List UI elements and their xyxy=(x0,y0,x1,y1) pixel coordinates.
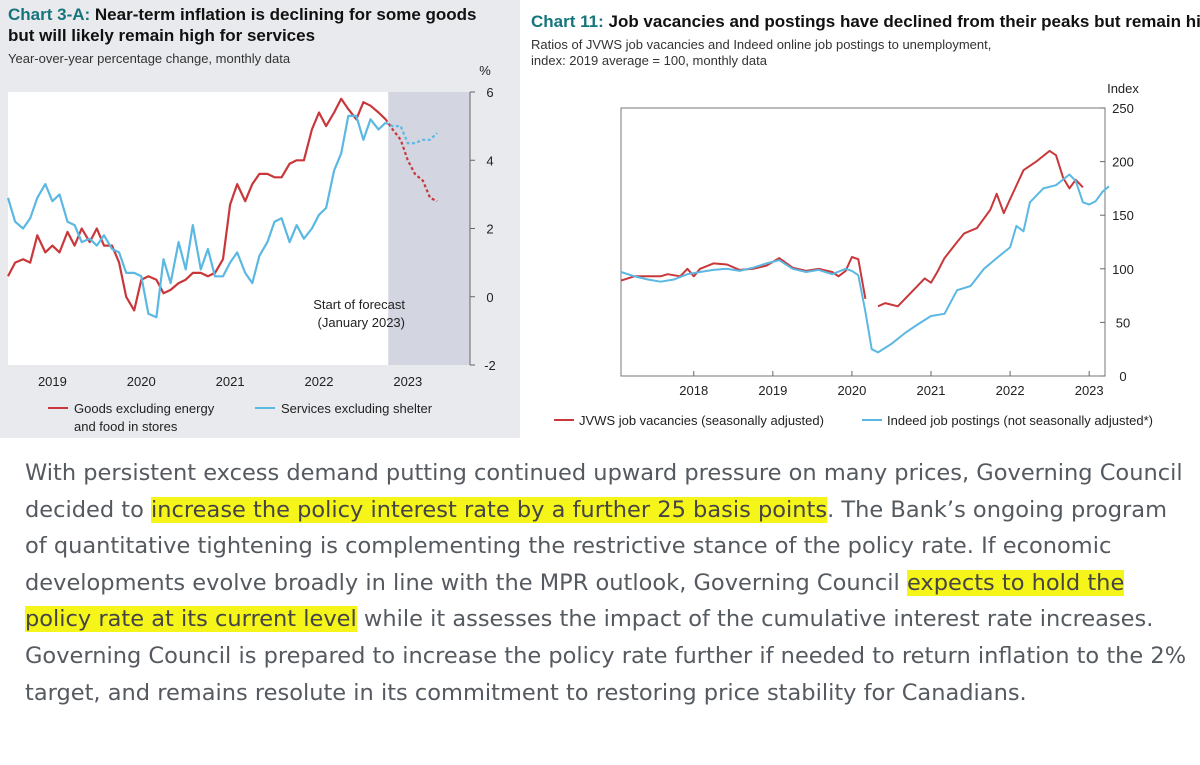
x-tick-label: 2020 xyxy=(837,383,866,398)
chart-a-title-number: Chart 3-A: xyxy=(8,5,91,24)
y-unit-label: Index xyxy=(1107,81,1139,96)
x-tick-label: 2019 xyxy=(758,383,787,398)
legend-label: Goods excluding energy xyxy=(74,401,215,416)
x-tick-label: 2019 xyxy=(38,374,67,389)
x-tick-label: 2021 xyxy=(216,374,245,389)
chart-a-title: Chart 3-A: Near-term inflation is declin… xyxy=(8,4,478,46)
legend-label: Indeed job postings (not seasonally adju… xyxy=(887,413,1153,428)
x-tick-label: 2023 xyxy=(1075,383,1104,398)
y-tick-label: 50 xyxy=(1116,315,1130,330)
x-tick-label: 2021 xyxy=(917,383,946,398)
forecast-annotation-line-2: (January 2023) xyxy=(318,315,405,330)
policy-statement-paragraph: With persistent excess demand putting co… xyxy=(25,455,1190,711)
x-tick-label: 2022 xyxy=(996,383,1025,398)
chart-b-plot: 0 50 100 150 200 250 Index 2018 2019 2020 2021 2022… xyxy=(554,81,1153,428)
series-forecast-goods xyxy=(384,118,438,203)
chart-inflation-panel: Chart 3-A: Near-term inflation is declin… xyxy=(0,0,520,438)
statement-segment-2: . The Bank’s ongoing program of quantita… xyxy=(25,496,1167,596)
series-line-vacancies xyxy=(877,149,1084,308)
chart-b-title-text: Job vacancies and postings have declined… xyxy=(608,12,1200,31)
x-tick-label: 2022 xyxy=(305,374,334,389)
legend-label: and food in stores xyxy=(74,419,178,434)
series-line-goods xyxy=(7,97,387,312)
y-tick-label: 0 xyxy=(486,290,493,305)
series-line-postings xyxy=(620,173,1110,354)
chart-b-title: Chart 11: Job vacancies and postings hav… xyxy=(531,11,1200,32)
y-tick-label: 0 xyxy=(1119,369,1126,384)
legend-footnote-mark: *) xyxy=(1144,413,1153,428)
statement-segment-1: With persistent excess demand putting co… xyxy=(25,460,1183,523)
y-tick-label: 200 xyxy=(1112,155,1134,170)
chart-b-subtitle-line-1: Ratios of JVWS job vacancies and Indeed … xyxy=(531,37,992,52)
chart-b-subtitle-line-2: index: 2019 average = 100, monthly data xyxy=(531,53,767,68)
chart-a-plot: -2 0 2 4 6% 2019 2020 2021 2022 2023 Start of fore… xyxy=(6,63,496,434)
y-tick-label: 100 xyxy=(1112,262,1134,277)
series-line-vacancies xyxy=(620,256,867,299)
chart-b-title-number: Chart 11: xyxy=(531,12,604,31)
x-tick-label: 2020 xyxy=(127,374,156,389)
forecast-annotation-line-1: Start of forecast xyxy=(313,297,405,312)
y-tick-label: 150 xyxy=(1112,208,1134,223)
y-tick-label: 4 xyxy=(486,153,493,168)
y-tick-label: -2 xyxy=(484,358,496,373)
chart-a-subtitle: Year-over-year percentage change, monthl… xyxy=(8,51,291,66)
y-tick-label: 250 xyxy=(1112,101,1134,116)
plot-frame-b xyxy=(620,107,1106,377)
forecast-shading xyxy=(388,92,470,365)
x-tick-label: 2018 xyxy=(679,383,708,398)
highlight-rate-increase: increase the policy interest rate by a f… xyxy=(151,496,828,523)
policy-statement-text: With persistent excess demand putting co… xyxy=(25,455,1190,711)
y-tick-label: 2 xyxy=(486,222,493,237)
chart-vacancies-panel: Chart 11: Job vacancies and postings hav… xyxy=(522,0,1200,438)
y-unit-label: % xyxy=(479,63,491,78)
x-tick-label: 2023 xyxy=(393,374,422,389)
legend-label: Services excluding shelter xyxy=(281,401,433,416)
y-tick-label: 6 xyxy=(486,85,493,100)
series-forecast-services xyxy=(385,121,438,145)
series-line-services xyxy=(6,114,387,319)
legend-label: JVWS job vacancies (seasonally adjusted) xyxy=(579,413,824,428)
chart-a-title-text: Near-term inflation is declining for som… xyxy=(8,5,477,45)
statement-segment-3: while it assesses the impact of the cumu… xyxy=(25,606,1187,706)
